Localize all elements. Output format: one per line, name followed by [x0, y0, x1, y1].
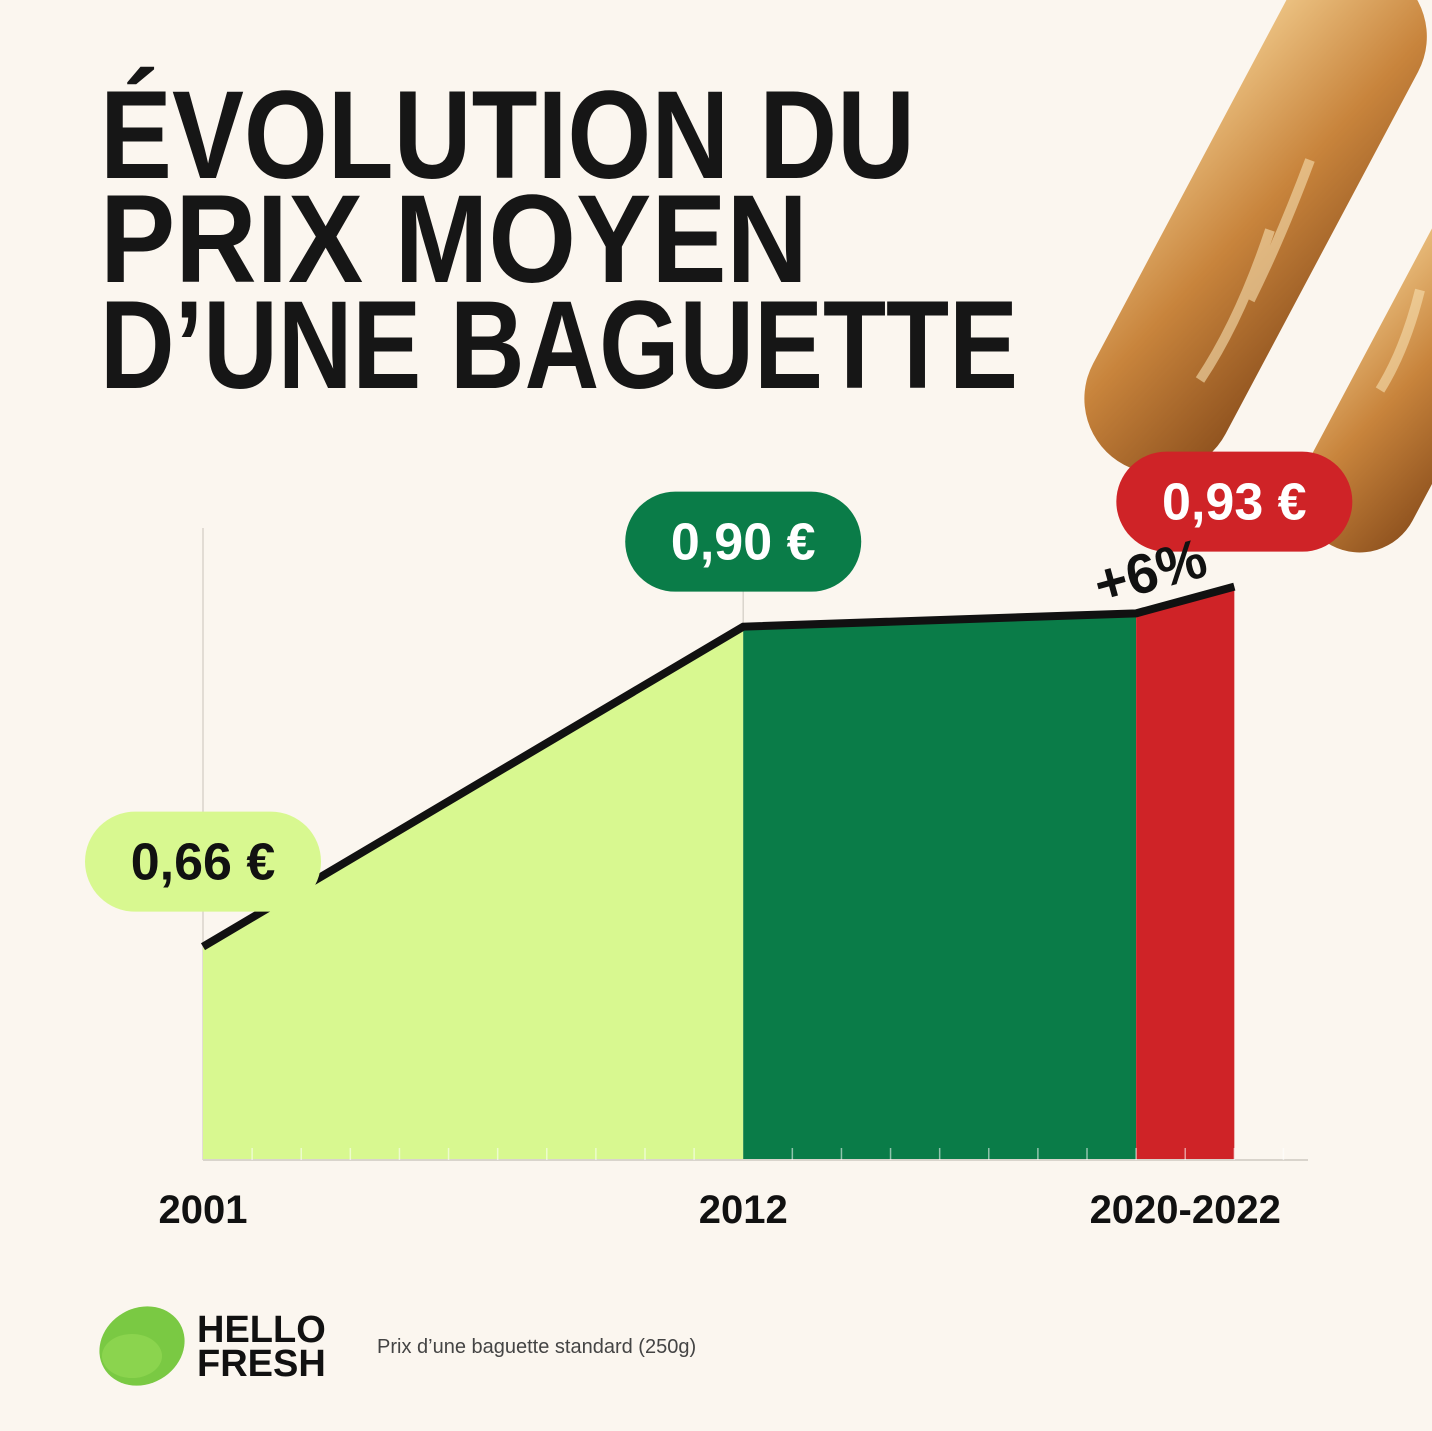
value-label: 0,90 € — [671, 514, 816, 572]
value-label: 0,66 € — [131, 834, 276, 892]
logo-text: HELLO — [197, 1309, 326, 1351]
title-line: ÉVOLUTION DU — [100, 66, 915, 205]
logo-text: FRESH — [197, 1343, 326, 1385]
value-label: 0,93 € — [1162, 474, 1307, 532]
value-pill — [625, 491, 862, 592]
area-segment — [743, 613, 1137, 1160]
baguette-illustration — [1084, 0, 1432, 553]
footnote: Prix d’une baguette standard (250g) — [377, 1336, 696, 1358]
x-tick-label: 2001 — [159, 1188, 248, 1232]
title-line: PRIX MOYEN — [100, 170, 808, 309]
area-segment — [203, 626, 744, 1160]
x-tick-label: 2020-2022 — [1090, 1188, 1281, 1232]
logo: HELLO FRESH — [99, 1306, 326, 1386]
x-tick-label: 2012 — [699, 1188, 788, 1232]
value-pill — [85, 811, 321, 912]
area-segment — [1136, 586, 1235, 1160]
line — [200, 582, 1236, 951]
title-line: D’UNE BAGUETTE — [100, 276, 1018, 415]
value-pill — [1116, 451, 1353, 552]
